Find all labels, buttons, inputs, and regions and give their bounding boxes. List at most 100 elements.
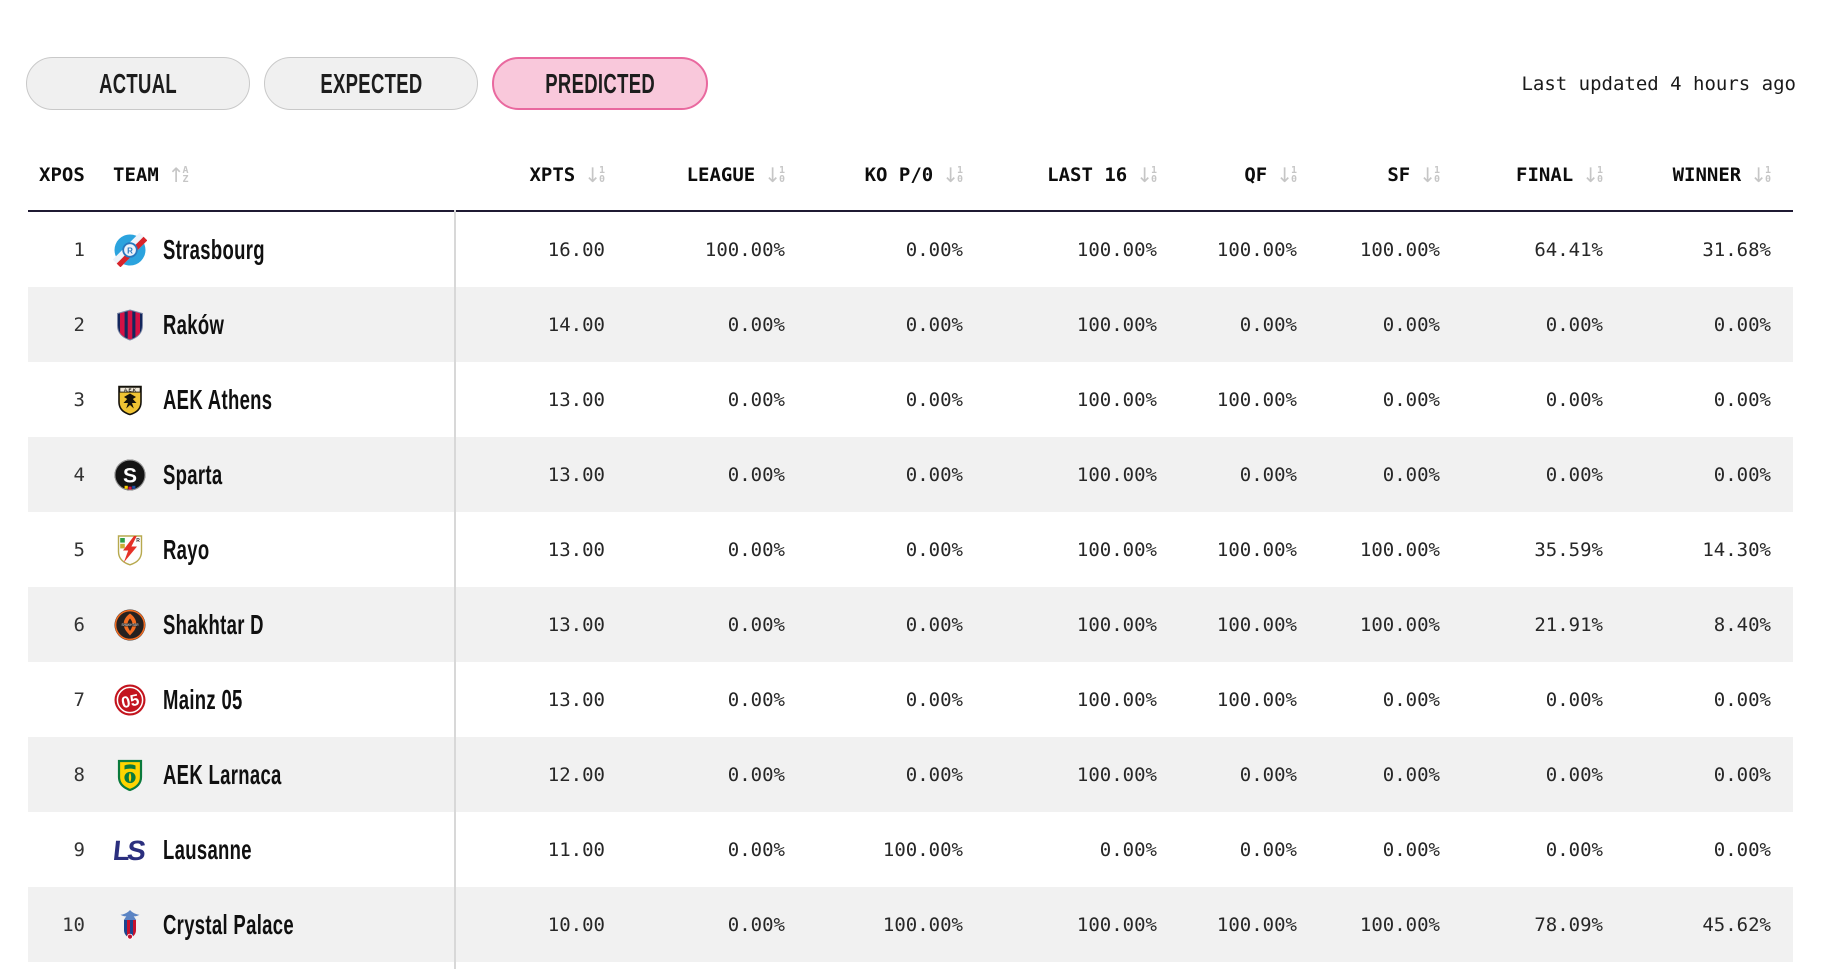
sf-value: 100.00% — [1359, 538, 1440, 561]
final-value: 0.00% — [1545, 313, 1603, 336]
column-header-ko[interactable]: KO P/0 ↓ 1 0 — [785, 164, 963, 186]
table-row[interactable]: 1 R Strasbourg 16.00 100.00% 0.00% 100.00% 100.… — [28, 212, 1793, 287]
winner-value: 31.68% — [1702, 238, 1771, 261]
qf-value: 100.00% — [1216, 913, 1297, 936]
qf-value: 0.00% — [1239, 763, 1297, 786]
league-value: 0.00% — [727, 763, 785, 786]
tab-actual[interactable]: ACTUAL — [26, 57, 250, 110]
ko-value: 0.00% — [905, 688, 963, 711]
table-row[interactable]: 6 SHAKHTAR Shakhtar D 13.00 0.00% 0.00% 100.00… — [28, 587, 1793, 662]
sort-numeric-icon: ↓ 1 0 — [1750, 163, 1771, 187]
column-header-final[interactable]: FINAL ↓ 1 0 — [1440, 164, 1603, 186]
sort-numeric-icon: ↓ 1 0 — [584, 163, 605, 187]
column-header-xpos: XPOS — [28, 164, 90, 186]
tab-predicted[interactable]: PREDICTED — [492, 57, 708, 110]
league-value: 0.00% — [727, 388, 785, 411]
final-value: 35.59% — [1534, 538, 1603, 561]
xpos-value: 1 — [73, 238, 85, 261]
shakhtar-d-logo-icon: SHAKHTAR — [113, 608, 147, 642]
column-label-xpts: XPTS — [529, 164, 576, 186]
team-name: Strasbourg — [163, 233, 265, 265]
svg-text:S: S — [123, 464, 137, 487]
column-label-qf: QF — [1244, 164, 1268, 186]
rayo-logo-icon: R — [113, 533, 147, 567]
xpos-value: 6 — [73, 613, 85, 636]
xpts-value: 16.00 — [547, 238, 605, 261]
tab-predicted-label: PREDICTED — [545, 67, 655, 99]
table-body: 1 R Strasbourg 16.00 100.00% 0.00% 100.00% 100.… — [28, 212, 1793, 962]
lausanne-logo-icon: LS — [113, 833, 147, 867]
sf-value: 100.00% — [1359, 613, 1440, 636]
table-row[interactable]: 9 LS Lausanne 11.00 0.00% 100.00% 0.00% 0.00% 0.… — [28, 812, 1793, 887]
column-label-xpos: XPOS — [39, 164, 85, 186]
team-name: Sparta — [163, 458, 223, 490]
xpos-value: 4 — [73, 463, 85, 486]
league-value: 100.00% — [704, 238, 785, 261]
league-value: 0.00% — [727, 613, 785, 636]
column-label-final: FINAL — [1516, 164, 1574, 186]
xpos-value: 3 — [73, 388, 85, 411]
ko-value: 100.00% — [882, 838, 963, 861]
xpos-value: 10 — [62, 913, 85, 936]
final-value: 0.00% — [1545, 763, 1603, 786]
team-name: Lausanne — [163, 833, 252, 865]
tab-actual-label: ACTUAL — [99, 67, 177, 99]
winner-value: 0.00% — [1713, 838, 1771, 861]
last16-value: 100.00% — [1076, 538, 1157, 561]
xpts-value: 13.00 — [547, 613, 605, 636]
column-header-league[interactable]: LEAGUE ↓ 1 0 — [605, 164, 785, 186]
sort-numeric-icon: ↓ 1 0 — [942, 163, 963, 187]
xpos-value: 8 — [73, 763, 85, 786]
team-cell: R Rayo — [90, 533, 455, 567]
ko-value: 100.00% — [882, 913, 963, 936]
team-cell: SHAKHTAR Shakhtar D — [90, 608, 455, 642]
last16-value: 100.00% — [1076, 388, 1157, 411]
last-updated-text: Last updated 4 hours ago — [1521, 72, 1796, 95]
column-label-sf: SF — [1387, 164, 1411, 186]
league-value: 0.00% — [727, 688, 785, 711]
table-row[interactable]: 3 A.E.K AEK Athens 13.00 0.00% 0.00% 100.00% 10… — [28, 362, 1793, 437]
rakow-logo-icon — [113, 308, 147, 342]
ko-value: 0.00% — [905, 763, 963, 786]
column-header-last16[interactable]: LAST 16 ↓ 1 0 — [963, 164, 1157, 186]
winner-value: 0.00% — [1713, 688, 1771, 711]
column-header-qf[interactable]: QF ↓ 1 0 — [1157, 164, 1297, 186]
column-header-xpts[interactable]: XPTS ↓ 1 0 — [455, 164, 605, 186]
final-value: 0.00% — [1545, 688, 1603, 711]
qf-value: 100.00% — [1216, 613, 1297, 636]
table-row[interactable]: 8 AEK Larnaca 12.00 0.00% 0.00% 100.00% 0.00% 0… — [28, 737, 1793, 812]
team-cell: S Sparta — [90, 458, 455, 492]
table-header-row: XPOS TEAM ↑ A Z XPTS ↓ 1 0 LEAGUE ↓ 1 0 KO P/0 ↓ 1 0 LAST… — [28, 140, 1793, 212]
qf-value: 100.00% — [1216, 538, 1297, 561]
last16-value: 100.00% — [1076, 238, 1157, 261]
table-row[interactable]: 4 S Sparta 13.00 0.00% 0.00% 100.00% 0.00% 0.00%… — [28, 437, 1793, 512]
team-cell: A.E.K AEK Athens — [90, 383, 455, 417]
tab-expected[interactable]: EXPECTED — [264, 57, 478, 110]
final-value: 0.00% — [1545, 838, 1603, 861]
qf-value: 100.00% — [1216, 388, 1297, 411]
final-value: 0.00% — [1545, 463, 1603, 486]
qf-value: 100.00% — [1216, 688, 1297, 711]
table-row[interactable]: 7 05 Mainz 05 13.00 0.00% 0.00% 100.00% 100.00%… — [28, 662, 1793, 737]
qf-value: 100.00% — [1216, 238, 1297, 261]
table-row[interactable]: 10 Crystal Palace 10.00 0.00% 100.00% 100.00%… — [28, 887, 1793, 962]
league-value: 0.00% — [727, 538, 785, 561]
xpos-value: 9 — [73, 838, 85, 861]
top-bar: ACTUAL EXPECTED PREDICTED Last updated 4… — [26, 57, 1796, 110]
column-header-sf[interactable]: SF ↓ 1 0 — [1297, 164, 1440, 186]
team-name: AEK Larnaca — [163, 758, 282, 790]
xpts-value: 13.00 — [547, 538, 605, 561]
xpts-value: 13.00 — [547, 463, 605, 486]
aek-athens-logo-icon: A.E.K — [113, 383, 147, 417]
column-header-winner[interactable]: WINNER ↓ 1 0 — [1603, 164, 1793, 186]
sparta-logo-icon: S — [113, 458, 147, 492]
team-column-divider — [454, 210, 456, 969]
final-value: 21.91% — [1534, 613, 1603, 636]
sf-value: 0.00% — [1382, 763, 1440, 786]
mainz-05-logo-icon: 05 — [113, 683, 147, 717]
sf-value: 100.00% — [1359, 238, 1440, 261]
column-header-team[interactable]: TEAM ↑ A Z — [90, 164, 455, 186]
last16-value: 100.00% — [1076, 313, 1157, 336]
table-row[interactable]: 2 Raków 14.00 0.00% 0.00% 100.00% 0.00% 0.00% 0.… — [28, 287, 1793, 362]
table-row[interactable]: 5 R Rayo 13.00 0.00% 0.00% 100.00% 100.00% 100.0… — [28, 512, 1793, 587]
